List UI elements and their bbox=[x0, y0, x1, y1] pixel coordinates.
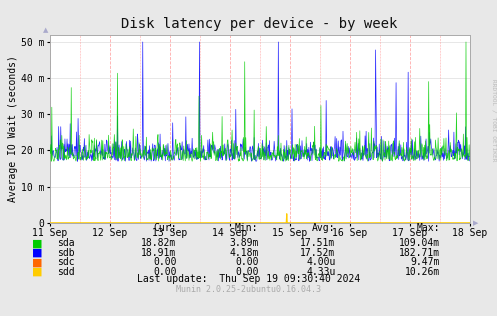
Text: Last update:  Thu Sep 19 09:30:40 2024: Last update: Thu Sep 19 09:30:40 2024 bbox=[137, 274, 360, 284]
Text: ■: ■ bbox=[32, 257, 43, 267]
Text: Avg:: Avg: bbox=[312, 223, 335, 233]
Text: Cur:: Cur: bbox=[153, 223, 176, 233]
Y-axis label: Average IO Wait (seconds): Average IO Wait (seconds) bbox=[8, 55, 18, 202]
Text: 9.47m: 9.47m bbox=[411, 257, 440, 267]
Text: 18.82m: 18.82m bbox=[141, 238, 176, 248]
Text: 182.71m: 182.71m bbox=[399, 248, 440, 258]
Text: 4.00u: 4.00u bbox=[306, 257, 335, 267]
Text: ▲: ▲ bbox=[43, 27, 48, 33]
Text: sda: sda bbox=[57, 238, 75, 248]
Text: sdc: sdc bbox=[57, 257, 75, 267]
Text: Min:: Min: bbox=[235, 223, 258, 233]
Text: 4.18m: 4.18m bbox=[229, 248, 258, 258]
Text: 0.00: 0.00 bbox=[235, 257, 258, 267]
Text: 109.04m: 109.04m bbox=[399, 238, 440, 248]
Text: ▶: ▶ bbox=[473, 221, 478, 227]
Text: 18.91m: 18.91m bbox=[141, 248, 176, 258]
Text: sdb: sdb bbox=[57, 248, 75, 258]
Text: 0.00: 0.00 bbox=[153, 257, 176, 267]
Text: ■: ■ bbox=[32, 238, 43, 248]
Text: 0.00: 0.00 bbox=[153, 267, 176, 277]
Text: 17.51m: 17.51m bbox=[300, 238, 335, 248]
Text: 0.00: 0.00 bbox=[235, 267, 258, 277]
Text: 17.52m: 17.52m bbox=[300, 248, 335, 258]
Title: Disk latency per device - by week: Disk latency per device - by week bbox=[121, 17, 398, 31]
Text: ■: ■ bbox=[32, 267, 43, 277]
Text: 3.89m: 3.89m bbox=[229, 238, 258, 248]
Text: RRDTOOL / TOBI OETIKER: RRDTOOL / TOBI OETIKER bbox=[491, 79, 496, 161]
Text: ■: ■ bbox=[32, 248, 43, 258]
Text: 4.33u: 4.33u bbox=[306, 267, 335, 277]
Text: 10.26m: 10.26m bbox=[405, 267, 440, 277]
Text: sdd: sdd bbox=[57, 267, 75, 277]
Text: Max:: Max: bbox=[416, 223, 440, 233]
Text: Munin 2.0.25-2ubuntu0.16.04.3: Munin 2.0.25-2ubuntu0.16.04.3 bbox=[176, 285, 321, 294]
